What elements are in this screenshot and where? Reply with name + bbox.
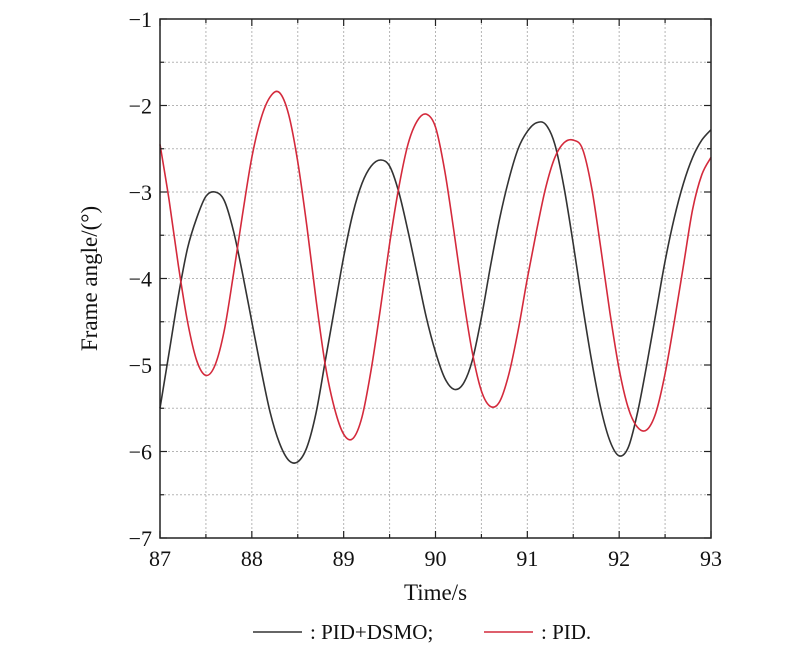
y-tick-label: −4 [129, 267, 152, 292]
y-tick-label: −6 [129, 440, 152, 465]
y-tick-label: −2 [129, 94, 152, 119]
series-lines [159, 90, 712, 464]
legend-label-pid-dsmo: : PID+DSMO; [310, 620, 433, 644]
y-tick-label: −3 [129, 180, 152, 205]
y-tick-label: −5 [129, 353, 152, 378]
x-tick-label: 92 [608, 546, 630, 571]
x-tick-label: 93 [700, 546, 722, 571]
tick-labels: 87 88 89 90 91 92 93 −1 −2 −3 −4 −5 −6 −7 [129, 7, 722, 571]
x-tick-label: 91 [516, 546, 538, 571]
x-tick-label: 89 [333, 546, 355, 571]
series-line-pid-dsmo [159, 121, 712, 464]
y-tick-label: −1 [129, 7, 152, 32]
legend: : PID+DSMO; : PID. [253, 620, 591, 644]
y-axis-label: Frame angle/(°) [77, 206, 102, 351]
x-tick-label: 90 [425, 546, 447, 571]
x-axis-label: Time/s [404, 580, 467, 605]
legend-label-pid: : PID. [541, 620, 591, 644]
grid [160, 19, 711, 538]
x-tick-label: 87 [149, 546, 171, 571]
x-tick-label: 88 [241, 546, 263, 571]
y-tick-label: −7 [129, 526, 152, 551]
ticks [159, 18, 712, 539]
series-line-pid [159, 90, 712, 441]
